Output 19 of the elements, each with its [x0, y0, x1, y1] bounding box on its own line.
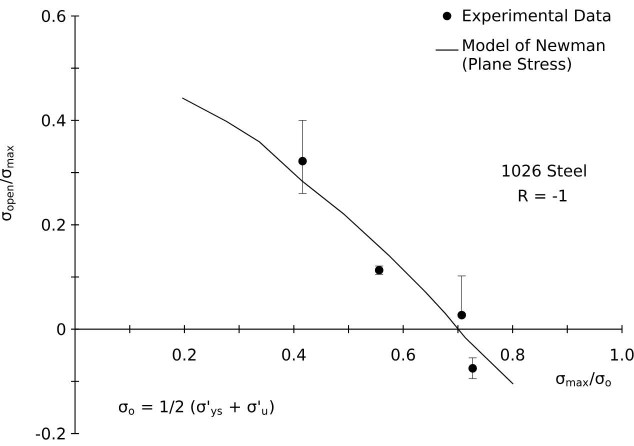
x-tick-label: 0.8 [500, 348, 524, 361]
x-tick-label: 1.0 [611, 348, 634, 361]
y-tick-label: 0 [57, 323, 66, 336]
point [468, 364, 477, 373]
x-tick-label: 0.4 [282, 348, 306, 361]
y-tick-label: 0.2 [42, 218, 65, 232]
annotation: 1026 Steel [502, 164, 586, 177]
point [457, 311, 466, 320]
legend-label: Experimental Data [463, 9, 610, 25]
annotation: R = -1 [518, 190, 567, 202]
y-tick-label: 0.6 [42, 10, 66, 22]
y-tick-label: -0.2 [36, 428, 65, 440]
legend-label: Model of Newman (Plane Stress) [463, 39, 604, 72]
x-axis-title: σ$_{max}$/σ$_{o}$ [556, 372, 611, 387]
y-tick-label: 0.4 [42, 114, 66, 127]
x-tick-label: 0.2 [172, 348, 196, 361]
point [298, 157, 307, 166]
annotation: σ$_{o}$ = 1/2 (σ'$_{ys}$ + σ'$_{u}$) [118, 400, 274, 418]
x-tick-label: 0.6 [392, 348, 415, 361]
